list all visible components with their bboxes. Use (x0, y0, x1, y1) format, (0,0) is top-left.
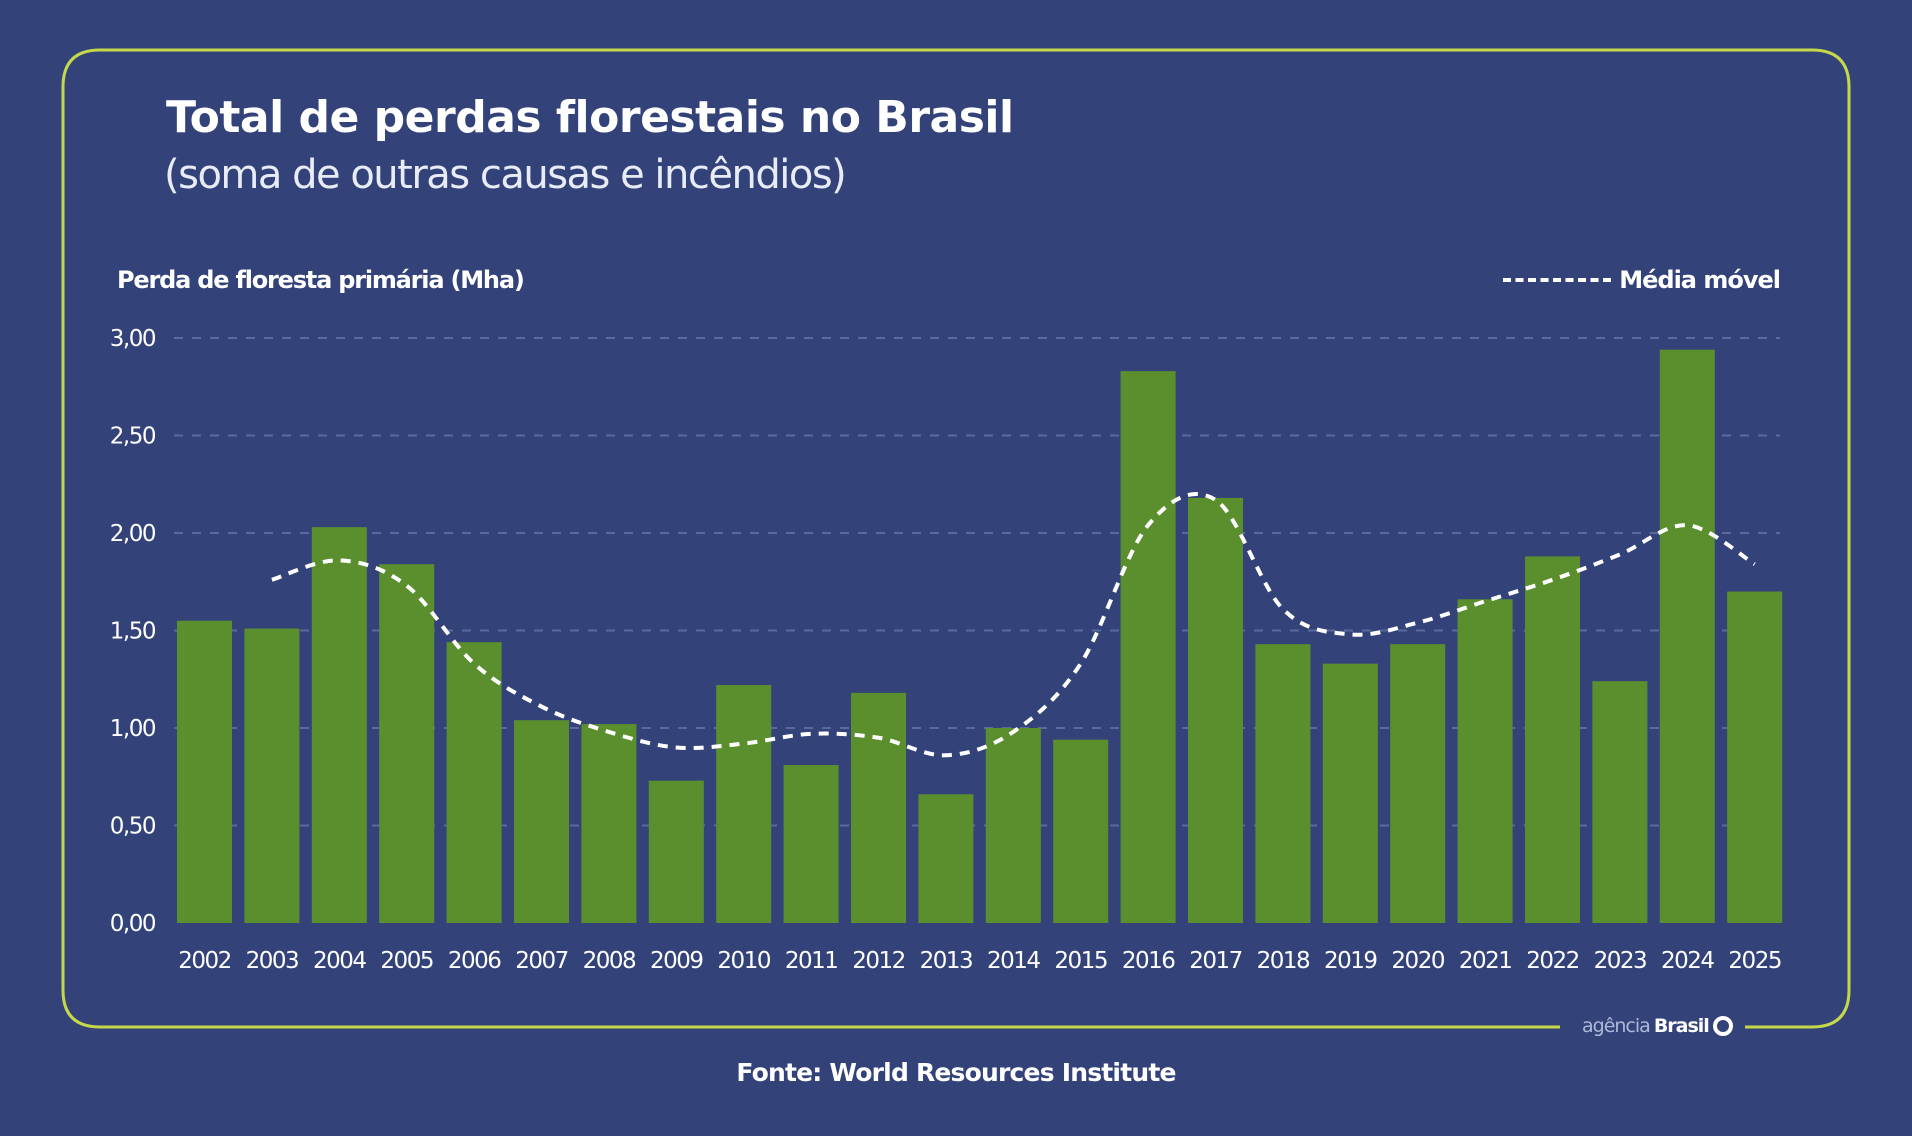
chart-subtitle: (soma de outras causas e incêndios) (164, 152, 847, 198)
bar-2002 (177, 620, 232, 923)
bar-2007 (514, 720, 569, 923)
x-tick-label: 2002 (178, 948, 231, 974)
bar-2013 (918, 794, 974, 923)
bar-2008 (581, 724, 637, 923)
legend-label: Média móvel (1619, 266, 1781, 294)
bar-2017 (1188, 497, 1243, 923)
x-tick-label: 2018 (1257, 948, 1310, 974)
bar-2024 (1659, 349, 1715, 923)
bar-2009 (648, 780, 704, 923)
bar-2006 (446, 642, 502, 923)
x-tick-label: 2017 (1189, 948, 1242, 974)
source-note: Fonte: World Resources Institute (736, 1058, 1176, 1087)
y-tick-label: 1,00 (110, 716, 156, 742)
x-tick-label: 2004 (313, 948, 366, 974)
y-tick-label: 2,00 (110, 521, 156, 547)
x-tick-label: 2020 (1391, 948, 1444, 974)
bar-2020 (1390, 644, 1446, 923)
x-tick-label: 2008 (583, 948, 636, 974)
bar-2016 (1120, 371, 1176, 923)
x-tick-label: 2013 (920, 948, 973, 974)
bar-2023 (1592, 681, 1648, 923)
x-tick-label: 2025 (1728, 948, 1781, 974)
moving-average-line (271, 492, 1756, 758)
x-tick-label: 2019 (1324, 948, 1377, 974)
x-tick-label: 2006 (448, 948, 501, 974)
x-tick-label: 2021 (1459, 948, 1512, 974)
legend-dashed-line (1503, 278, 1612, 282)
bar-2014 (985, 728, 1041, 923)
bar-2010 (716, 685, 772, 923)
logo-text-light: agência (1582, 1015, 1651, 1037)
x-tick-label: 2011 (785, 948, 838, 974)
y-axis-label: Perda de floresta primária (Mha) (117, 266, 525, 294)
bar-2012 (851, 692, 906, 923)
bar-2003 (244, 628, 300, 923)
x-tick-label: 2023 (1594, 948, 1647, 974)
card-frame (61, 48, 1851, 1029)
bar-2025 (1727, 591, 1783, 923)
y-tick-label: 1,50 (110, 619, 156, 645)
x-tick-label: 2016 (1122, 948, 1175, 974)
x-tick-label: 2014 (987, 948, 1040, 974)
x-tick-label: 2010 (717, 948, 770, 974)
bar-2015 (1053, 739, 1109, 923)
bar-2022 (1525, 556, 1580, 923)
y-tick-label: 0,00 (110, 911, 156, 937)
x-tick-label: 2009 (650, 948, 703, 974)
agencia-brasil-logo: agência Brasil (1570, 1015, 1745, 1037)
x-tick-label: 2015 (1054, 948, 1107, 974)
x-tick-label: 2007 (515, 948, 568, 974)
y-tick-label: 0,50 (110, 814, 156, 840)
legend: Média móvel (1503, 266, 1781, 294)
bar-2005 (379, 564, 435, 923)
bar-2021 (1457, 599, 1513, 923)
x-tick-label: 2012 (852, 948, 905, 974)
x-tick-label: 2024 (1661, 948, 1714, 974)
bar-2004 (311, 527, 367, 923)
bar-2018 (1255, 644, 1311, 923)
bar-2011 (783, 765, 839, 923)
x-tick-label: 2003 (246, 948, 299, 974)
chart-title: Total de perdas florestais no Brasil (166, 92, 1014, 143)
x-tick-label: 2005 (380, 948, 433, 974)
y-tick-label: 2,50 (110, 424, 156, 450)
x-tick-label: 2022 (1526, 948, 1579, 974)
y-tick-label: 3,00 (110, 326, 156, 352)
bar-2019 (1322, 663, 1378, 923)
logo-ring-icon (1712, 1016, 1733, 1036)
logo-text-bold: Brasil (1653, 1015, 1710, 1037)
